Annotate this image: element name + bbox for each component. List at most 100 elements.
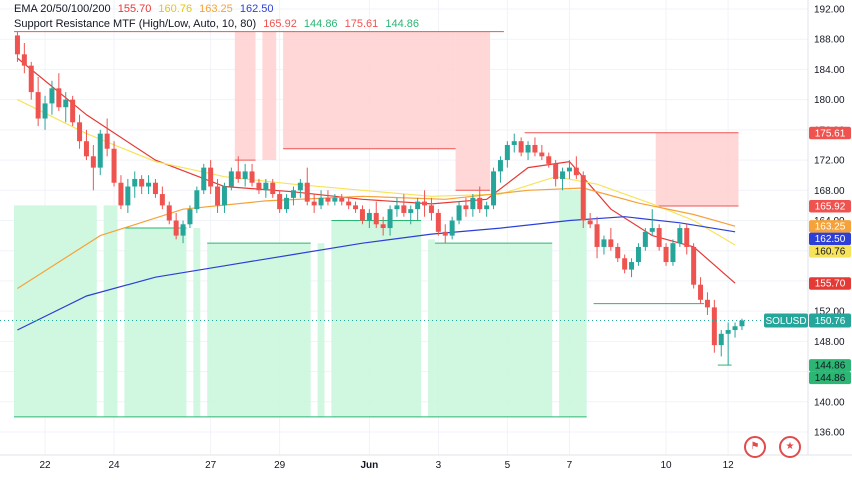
candle-body xyxy=(221,186,227,206)
candle-body xyxy=(732,326,738,331)
candle-body xyxy=(373,212,379,225)
sr-legend-title: Support Resistance MTF (High/Low, Auto, … xyxy=(14,18,257,30)
support-zone xyxy=(124,228,187,417)
y-tick-label: 192.00 xyxy=(814,5,845,16)
price-badge-bg xyxy=(809,371,851,385)
candle-body xyxy=(553,163,559,179)
ema50-value: 160.76 xyxy=(158,3,193,15)
candle-body xyxy=(353,205,359,210)
candle-body xyxy=(70,99,76,123)
price-badge: 160.76 xyxy=(815,247,846,258)
candle-body xyxy=(456,205,462,221)
us-flag-icon[interactable]: ★ xyxy=(779,436,801,458)
x-tick-label: Jun xyxy=(360,460,378,471)
candle-body xyxy=(304,182,310,202)
candle-body xyxy=(484,205,490,210)
candle-body xyxy=(318,197,324,206)
candle-body xyxy=(125,186,131,206)
candle-body xyxy=(711,307,717,346)
candle-body xyxy=(194,190,200,210)
candle-body xyxy=(290,190,296,198)
ema-legend[interactable]: EMA 20/50/100/200 155.70 160.76 163.25 1… xyxy=(14,3,278,15)
calendar-flag-icon[interactable]: ⚑ xyxy=(744,436,766,458)
candle-body xyxy=(546,156,552,164)
sr-legend[interactable]: Support Resistance MTF (High/Low, Auto, … xyxy=(14,18,423,30)
x-tick-label: 12 xyxy=(723,460,735,471)
candle-body xyxy=(263,182,269,191)
candle-body xyxy=(339,197,345,202)
x-tick-label: 27 xyxy=(205,460,217,471)
candle-body xyxy=(670,243,676,263)
candle-body xyxy=(525,144,531,153)
candle-body xyxy=(691,246,697,285)
x-tick-label: 10 xyxy=(660,460,672,471)
candle-body xyxy=(663,246,669,263)
candle-body xyxy=(173,220,179,236)
price-badge: 155.70 xyxy=(815,279,846,290)
support-zone xyxy=(559,190,587,417)
price-badge-bg xyxy=(809,220,851,233)
sr-value-1: 165.92 xyxy=(263,18,297,30)
ema100-line xyxy=(17,187,736,290)
y-tick-label: 184.00 xyxy=(814,65,845,76)
x-tick-label: 5 xyxy=(505,460,511,471)
candle-body xyxy=(573,167,579,176)
candle-body xyxy=(14,35,20,55)
candle-body xyxy=(718,333,724,346)
x-tick-label: 3 xyxy=(436,460,442,471)
candle-body xyxy=(504,144,510,161)
candle-body xyxy=(77,122,83,142)
x-axis[interactable]: 22 24 27 29 Jun 3 5 7 10 12 xyxy=(0,454,852,471)
price-badge-bg xyxy=(809,232,851,246)
price-badge: 165.92 xyxy=(815,201,846,212)
sr-value-4: 144.86 xyxy=(385,18,419,30)
sr-value-3: 175.61 xyxy=(344,18,379,30)
candle-body xyxy=(359,209,365,221)
candle-body xyxy=(518,141,524,153)
candle-body xyxy=(704,299,710,308)
support-zone xyxy=(207,243,311,417)
candle-body xyxy=(180,224,186,236)
candle-body xyxy=(366,212,372,221)
y-tick-label: 180.00 xyxy=(814,95,845,106)
candle-body xyxy=(635,246,641,263)
candle-body xyxy=(139,178,145,187)
support-zone xyxy=(193,228,201,417)
candle-body xyxy=(594,224,600,247)
y-tick-label: 140.00 xyxy=(814,397,845,408)
resistance-zone xyxy=(655,132,739,206)
candle-body xyxy=(497,160,503,172)
price-badge: 175.61 xyxy=(815,128,846,139)
resistance-zone xyxy=(262,31,277,161)
y-tick-label: 136.00 xyxy=(814,428,845,439)
symbol-badge: SOLUSD xyxy=(765,316,806,327)
candle-body xyxy=(28,65,34,93)
candle-body xyxy=(118,182,124,206)
price-badge: 162.50 xyxy=(815,234,846,245)
y-tick-label: 152.00 xyxy=(814,307,845,318)
candle-body xyxy=(580,175,586,221)
support-zone xyxy=(428,239,435,417)
candle-body xyxy=(608,239,614,247)
price-badge-bg xyxy=(809,359,851,372)
candle-body xyxy=(242,171,248,179)
candle-body xyxy=(656,228,662,247)
candle-body xyxy=(435,212,441,232)
candle-body xyxy=(83,141,89,157)
last-price-badge-bg xyxy=(809,313,851,328)
candle-body xyxy=(629,262,635,270)
ema50-line xyxy=(17,99,736,246)
price-badge: 144.86 xyxy=(815,361,846,372)
candle-body xyxy=(42,103,48,119)
candle-body xyxy=(511,141,517,145)
candle-body xyxy=(560,171,566,179)
candle-body xyxy=(587,220,593,225)
y-tick-label: 168.00 xyxy=(814,186,845,197)
candle-body xyxy=(380,224,386,229)
candle-body xyxy=(725,330,731,334)
candle-body xyxy=(677,228,683,244)
x-tick-label: 22 xyxy=(39,460,51,471)
candle-body xyxy=(132,178,138,187)
